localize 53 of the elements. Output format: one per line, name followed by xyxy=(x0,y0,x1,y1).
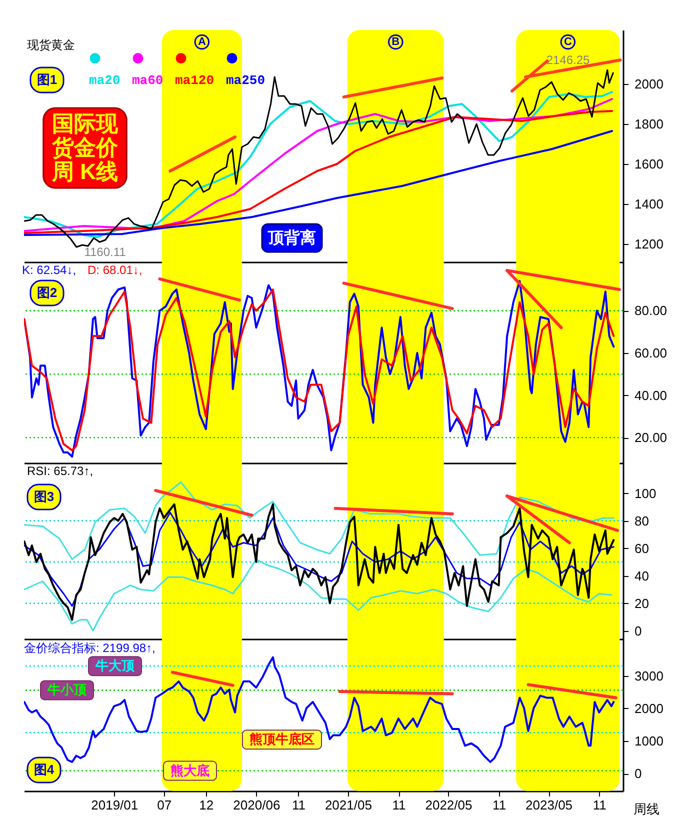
band-label: C xyxy=(564,36,572,48)
y-tick-label: 1200 xyxy=(634,236,664,252)
y-tick-label: 3000 xyxy=(634,668,664,684)
y-tick-label: 80.00 xyxy=(634,303,668,318)
ref-line-label: 牛大顶 xyxy=(94,658,136,674)
x-tick-label: 11 xyxy=(492,798,506,812)
y-tick-label: 100 xyxy=(634,486,656,501)
x-tick-label: 2022/05 xyxy=(425,798,472,812)
y-tick-label: 20.00 xyxy=(634,430,668,446)
y-tick-label: 0 xyxy=(634,623,642,638)
x-tick-label: 11 xyxy=(292,798,306,812)
y-tick-label: 40 xyxy=(634,568,649,584)
ref-line-label: 牛小顶 xyxy=(46,682,88,698)
annotation: 顶背离 xyxy=(267,228,316,247)
annotation: 2146.25 xyxy=(546,53,590,67)
y-tick-label: 1600 xyxy=(634,156,664,172)
x-tick-label: 12 xyxy=(199,798,214,812)
ref-line-label: 熊大底 xyxy=(170,762,210,778)
y-tick-label: 1400 xyxy=(634,196,664,212)
y-tick-label: 1000 xyxy=(634,734,664,749)
y-tick-label: 0 xyxy=(634,766,642,782)
x-tick-label: 2020/06 xyxy=(233,798,280,812)
x-tick-label: 07 xyxy=(157,798,172,812)
y-tick-label: 60 xyxy=(634,540,649,556)
text: RSI: 65.73↑, xyxy=(27,464,94,478)
series-label: D: 68.01↓, xyxy=(88,263,142,277)
x-tick-label: 11 xyxy=(592,798,606,812)
band-label: A xyxy=(198,36,206,48)
annotation: 图3 xyxy=(34,489,54,504)
y-tick-label: 80 xyxy=(634,513,649,528)
y-tick-label: 20 xyxy=(634,596,649,611)
ref-line-label: 熊顶牛底区 xyxy=(250,732,314,747)
text: 金价综合指标: 2199.98↑, xyxy=(24,641,156,655)
y-tick-label: 2000 xyxy=(634,76,664,92)
x-tick-label: 2023/05 xyxy=(526,798,573,812)
x-tick-label: 2021/05 xyxy=(324,798,372,812)
x-tick-label: 11 xyxy=(392,798,406,812)
y-tick-label: 40.00 xyxy=(634,388,668,403)
legend-label: ma120 xyxy=(175,72,214,88)
x-tick-label: 2019/01 xyxy=(91,798,138,812)
text: K: 62.54↓, xyxy=(22,263,76,277)
y-tick-label: 2000 xyxy=(634,700,664,716)
x-axis-title: 周线 xyxy=(634,802,660,816)
annotation: 图4 xyxy=(34,762,55,777)
annotation: 1160.11 xyxy=(84,244,126,259)
band-label: B xyxy=(392,36,400,48)
annotation: 国际现货金价周 K线 xyxy=(51,111,119,184)
annotation: 图2 xyxy=(36,285,58,300)
text: 现货黄金 xyxy=(27,38,75,52)
annotation: 图1 xyxy=(36,72,58,87)
y-tick-label: 1800 xyxy=(634,116,664,132)
legend-label: ma20 xyxy=(89,72,120,88)
y-tick-label: 60.00 xyxy=(634,345,668,360)
